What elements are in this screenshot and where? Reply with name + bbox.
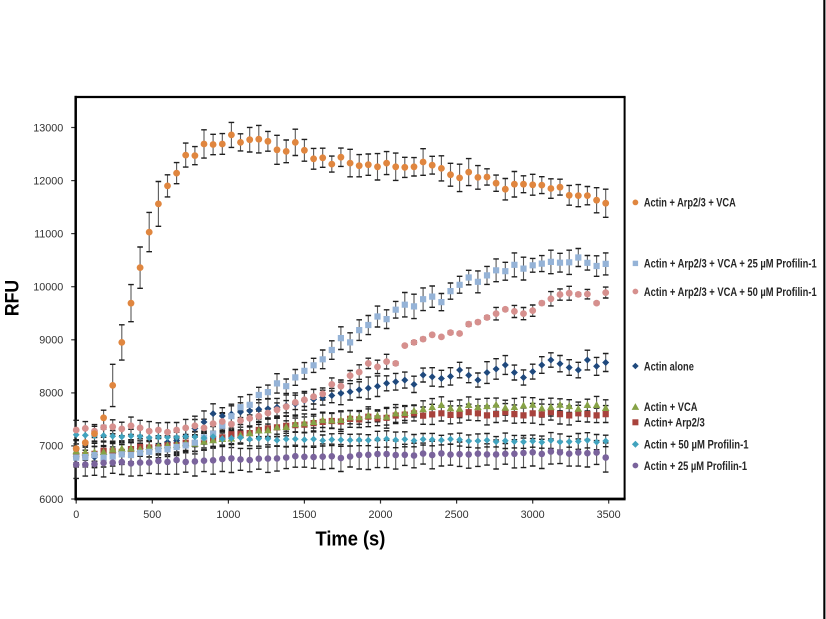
svg-text:9000: 9000	[39, 335, 63, 347]
svg-text:Time (s): Time (s)	[315, 529, 385, 551]
svg-text:2500: 2500	[445, 509, 469, 521]
svg-text:3500: 3500	[597, 509, 621, 521]
svg-text:Actin + 25 µM Profilin-1: Actin + 25 µM Profilin-1	[644, 460, 747, 473]
svg-text:Actin+ Arp2/3: Actin+ Arp2/3	[644, 417, 705, 430]
svg-text:Actin alone: Actin alone	[644, 360, 694, 373]
svg-text:12000: 12000	[33, 175, 63, 187]
svg-text:Actin + VCA: Actin + VCA	[644, 401, 698, 414]
svg-text:6000: 6000	[39, 494, 63, 506]
svg-text:11000: 11000	[34, 228, 63, 240]
svg-text:Actin + Arp2/3 + VCA + 50 µM P: Actin + Arp2/3 + VCA + 50 µM Profilin-1	[644, 286, 817, 299]
svg-text:13000: 13000	[33, 122, 63, 134]
svg-text:1500: 1500	[292, 509, 316, 521]
svg-text:10000: 10000	[33, 282, 63, 294]
svg-text:0: 0	[73, 509, 79, 521]
svg-text:Actin + Arp2/3 + VCA: Actin + Arp2/3 + VCA	[644, 197, 736, 210]
svg-text:Actin + 50 µM Profilin-1: Actin + 50 µM Profilin-1	[644, 439, 749, 452]
svg-text:2000: 2000	[368, 509, 392, 521]
svg-text:Actin + Arp2/3 + VCA + 25 µM P: Actin + Arp2/3 + VCA + 25 µM Profilin-1	[644, 258, 817, 271]
svg-text:3000: 3000	[521, 509, 545, 521]
svg-text:RFU: RFU	[1, 280, 23, 316]
svg-text:7000: 7000	[39, 441, 63, 453]
svg-text:8000: 8000	[39, 388, 63, 400]
svg-text:1000: 1000	[216, 509, 240, 521]
svg-text:500: 500	[143, 509, 161, 521]
